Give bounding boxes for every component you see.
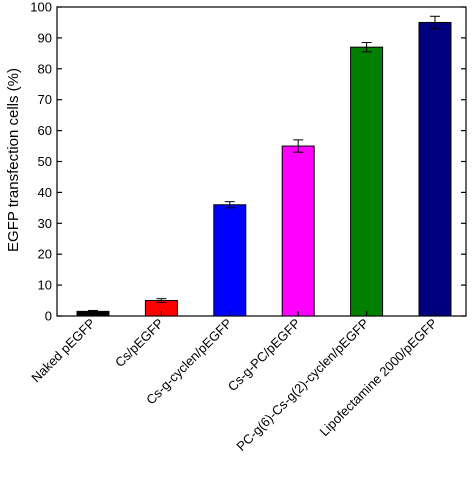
bars: [76, 15, 452, 317]
y-ticks: 0 10 20 30 40 50 60 70 80 90 100: [30, 0, 466, 324]
y-tick-label: 90: [38, 30, 52, 45]
axes: [56, 6, 467, 317]
x-category-label: Naked pEGFP: [28, 316, 98, 386]
y-axis-title: EGFP transfection cells (%): [5, 68, 22, 252]
y-tick-label: 40: [38, 185, 52, 200]
bar: [418, 21, 452, 317]
y-tick-label: 30: [38, 216, 52, 231]
x-category-label: Cs/pEGFP: [112, 316, 167, 371]
y-tick-label: 20: [38, 247, 52, 262]
x-category-label: Lipofectamine 2000/pEGFP: [317, 316, 441, 440]
bar: [213, 204, 247, 317]
y-tick-label: 60: [38, 123, 52, 138]
y-tick-label: 0: [45, 309, 52, 324]
y-tick-label: 80: [38, 61, 52, 76]
bar: [350, 46, 384, 317]
bar: [281, 145, 315, 317]
plot-frame: [56, 6, 467, 317]
x-category-label: Cs-g-PC/pEGFP: [225, 316, 304, 395]
y-tick-label: 70: [38, 92, 52, 107]
y-tick-label: 50: [38, 154, 52, 169]
y-tick-label: 100: [30, 0, 52, 15]
x-category-labels: Naked pEGFP Cs/pEGFPCs-g-cyclen/pEGFPCs-g…: [28, 316, 440, 454]
x-category-label: PC-g(6)-Cs-g(2)-cyclen/pEGFP: [233, 316, 371, 454]
y-tick-label: 10: [38, 278, 52, 293]
